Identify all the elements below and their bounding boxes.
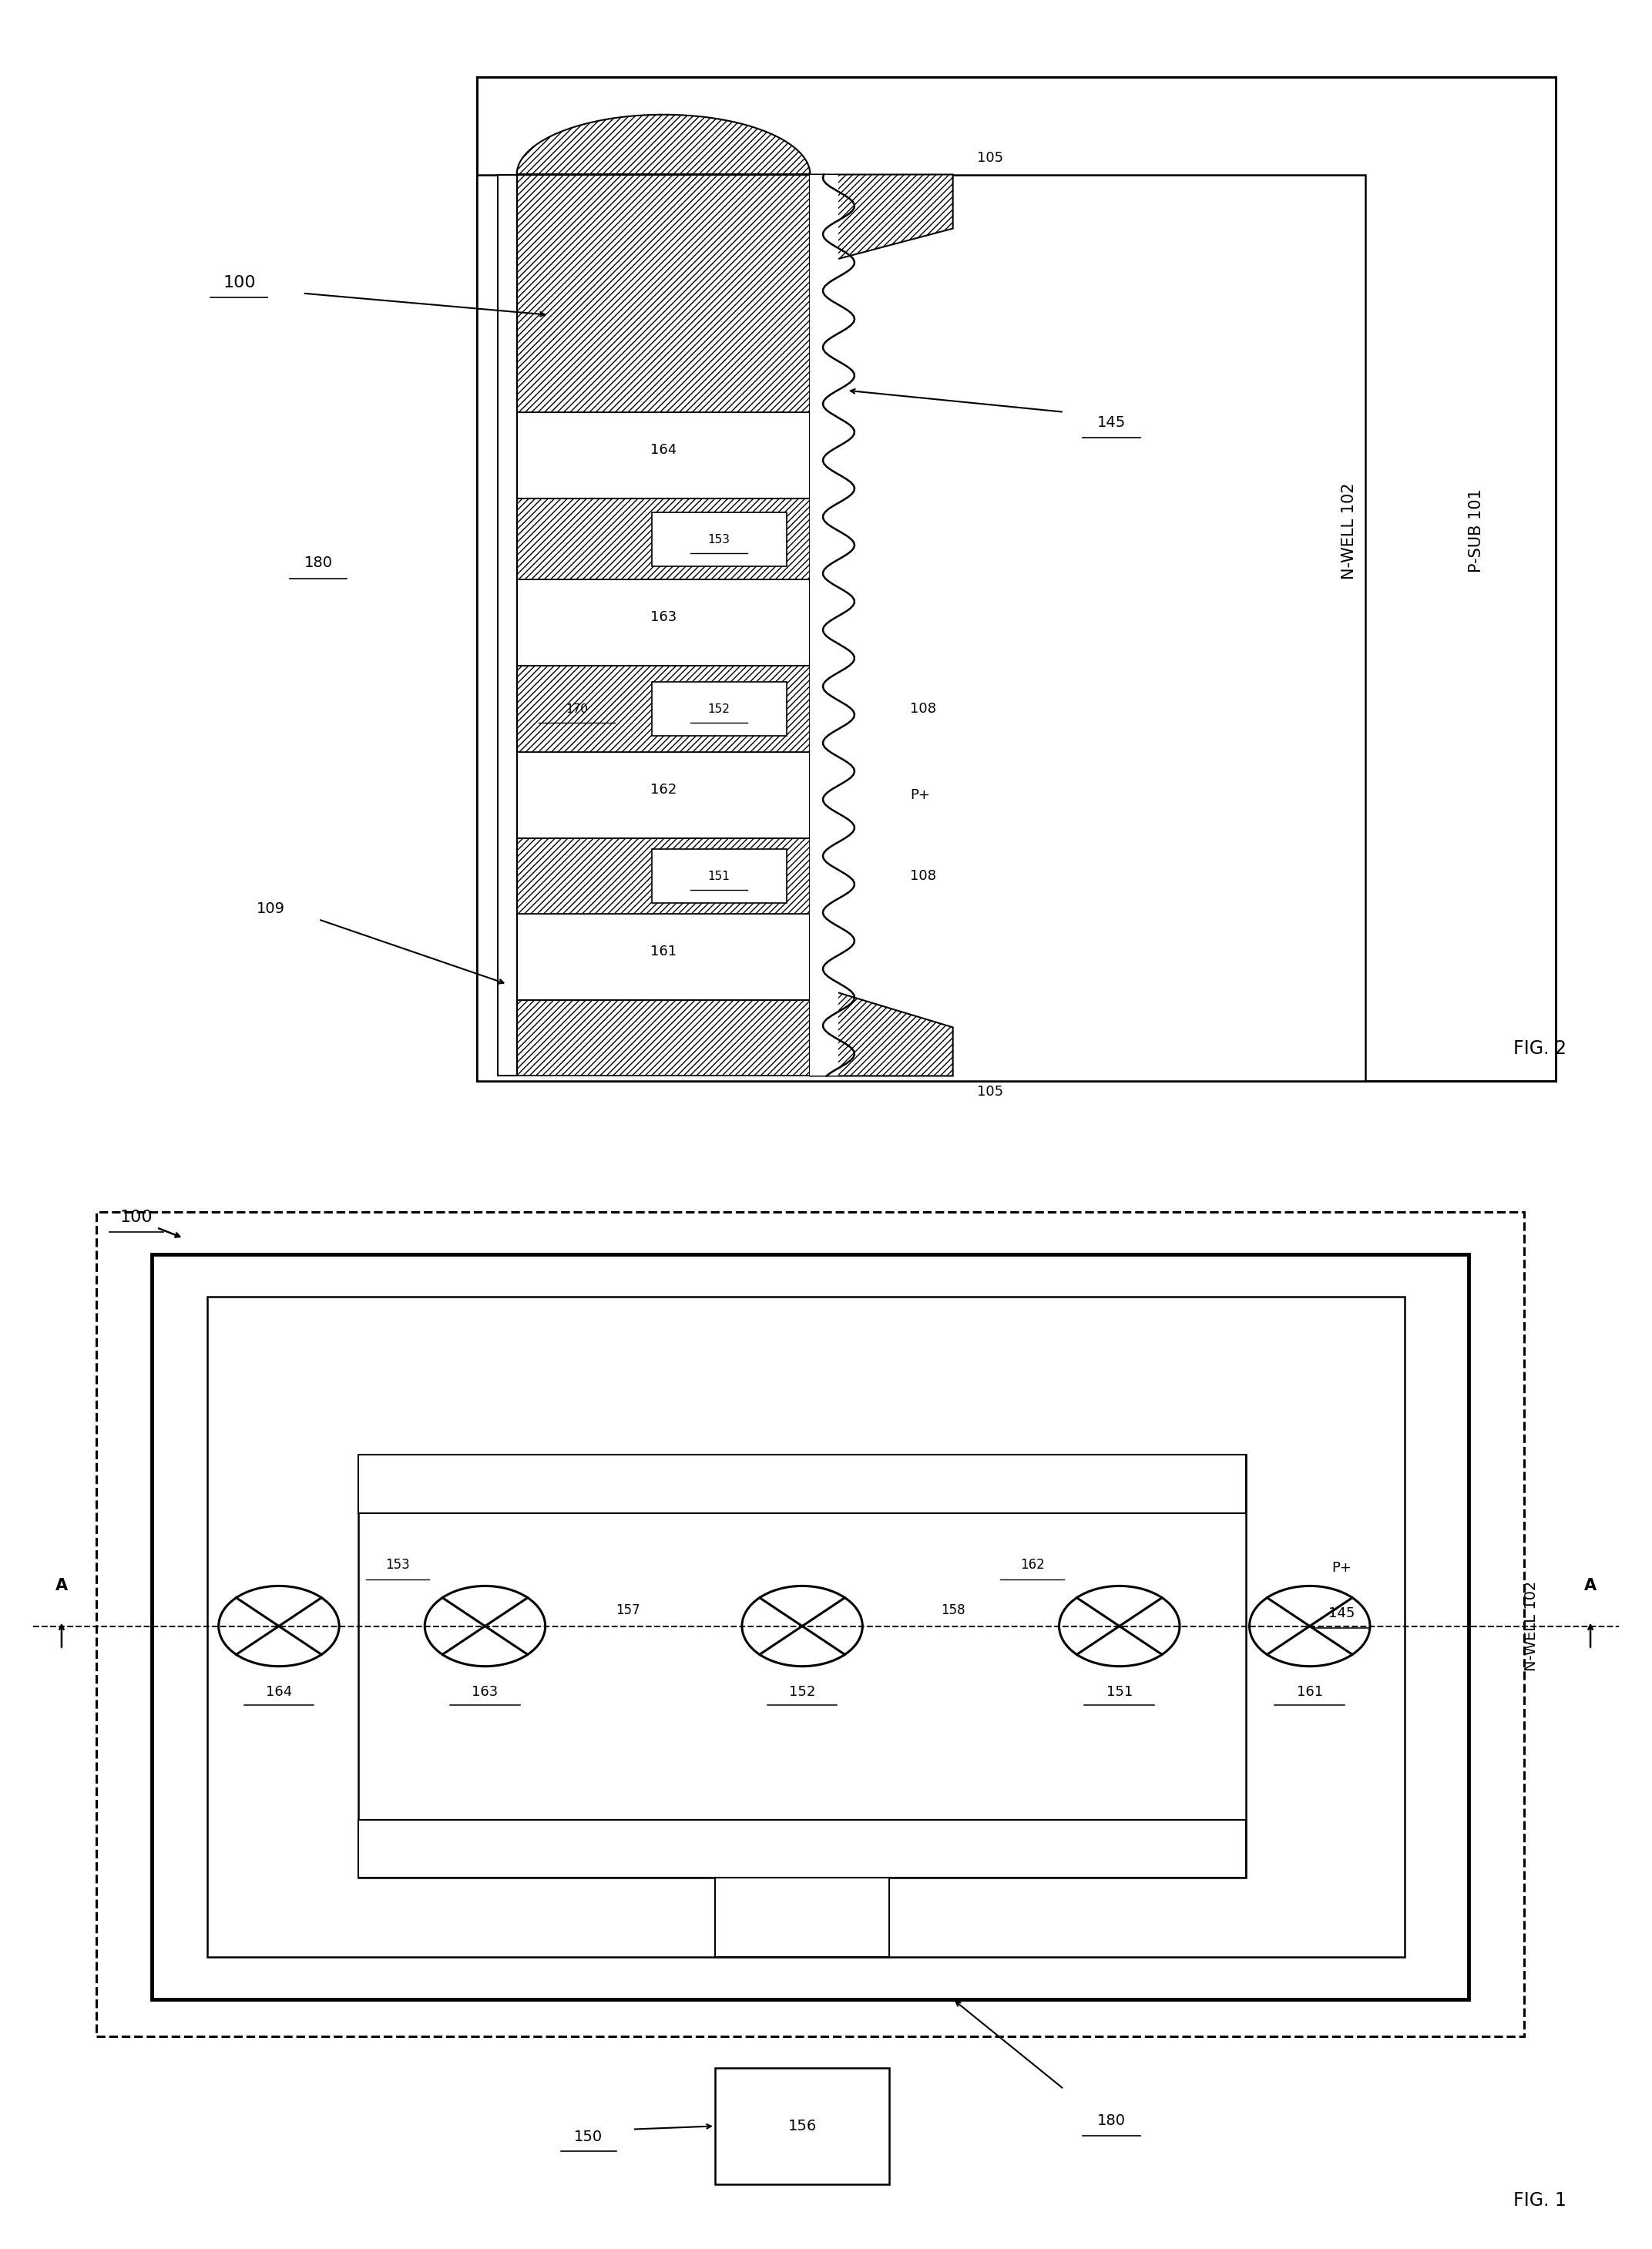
Polygon shape [809, 175, 953, 265]
Bar [517, 499, 809, 580]
Text: 109: 109 [256, 902, 286, 915]
Bar [358, 1819, 1246, 1878]
Text: 163: 163 [651, 609, 677, 623]
Text: 145: 145 [1097, 416, 1125, 430]
Bar [96, 1212, 1523, 2035]
Bar [208, 1295, 1404, 1957]
Text: 155: 155 [788, 1842, 816, 1855]
Bar [517, 666, 809, 751]
Bar [651, 850, 786, 904]
Text: P+: P+ [1332, 1561, 1351, 1574]
Text: 105: 105 [976, 1086, 1003, 1100]
Text: 153: 153 [707, 533, 730, 544]
Text: 170: 170 [567, 704, 588, 715]
Bar [809, 175, 839, 1075]
Text: 156: 156 [788, 2119, 816, 2134]
Text: 162: 162 [651, 783, 677, 796]
Text: N-WELL 102: N-WELL 102 [1341, 484, 1356, 578]
Text: 161: 161 [1297, 1685, 1323, 1698]
Text: 158: 158 [940, 1604, 965, 1617]
Text: 180: 180 [1097, 2114, 1125, 2128]
Bar [517, 913, 809, 1001]
Text: FIG. 1: FIG. 1 [1513, 2191, 1566, 2209]
Bar [715, 1878, 889, 1957]
Text: 108: 108 [910, 702, 937, 715]
Text: 108: 108 [910, 1032, 937, 1046]
Text: P+: P+ [910, 789, 930, 803]
Text: FIG. 2: FIG. 2 [1513, 1039, 1566, 1059]
Bar [477, 175, 1365, 1082]
Text: A: A [1584, 1579, 1596, 1595]
Text: 163: 163 [472, 1685, 499, 1698]
Text: 153: 153 [385, 1559, 410, 1572]
Text: N-WELL 102: N-WELL 102 [1525, 1581, 1540, 1671]
Polygon shape [809, 985, 953, 1075]
Text: P-SUB 101: P-SUB 101 [1469, 488, 1483, 573]
Text: 180: 180 [304, 556, 332, 571]
Bar [477, 76, 1556, 1082]
Polygon shape [517, 115, 809, 175]
Text: 152: 152 [707, 704, 730, 715]
Text: 164: 164 [651, 443, 677, 457]
Bar [152, 1255, 1469, 1999]
Text: 100: 100 [223, 274, 256, 290]
Text: 161: 161 [651, 945, 677, 958]
Bar [517, 580, 809, 666]
Text: 162: 162 [1019, 1559, 1044, 1572]
Bar [358, 1455, 1246, 1878]
Text: 154: 154 [788, 1475, 816, 1491]
Bar [358, 1455, 1246, 1514]
Text: 105: 105 [976, 151, 1003, 164]
Text: 164: 164 [266, 1685, 292, 1698]
Bar [517, 839, 809, 913]
Text: 151: 151 [707, 870, 730, 882]
Bar [651, 513, 786, 567]
Text: A: A [56, 1579, 68, 1595]
Text: 100: 100 [119, 1210, 152, 1226]
Text: 157: 157 [616, 1604, 639, 1617]
Bar [715, 2069, 889, 2184]
Bar [497, 175, 517, 1075]
Text: 151: 151 [1107, 1685, 1133, 1698]
Bar [517, 1001, 809, 1075]
Bar [517, 751, 809, 839]
Text: 150: 150 [573, 2130, 603, 2143]
Bar [517, 412, 809, 499]
Text: 108: 108 [910, 870, 937, 884]
Bar [651, 681, 786, 735]
Bar [517, 175, 809, 412]
Text: 152: 152 [790, 1685, 816, 1698]
Text: 145: 145 [1328, 1606, 1355, 1619]
